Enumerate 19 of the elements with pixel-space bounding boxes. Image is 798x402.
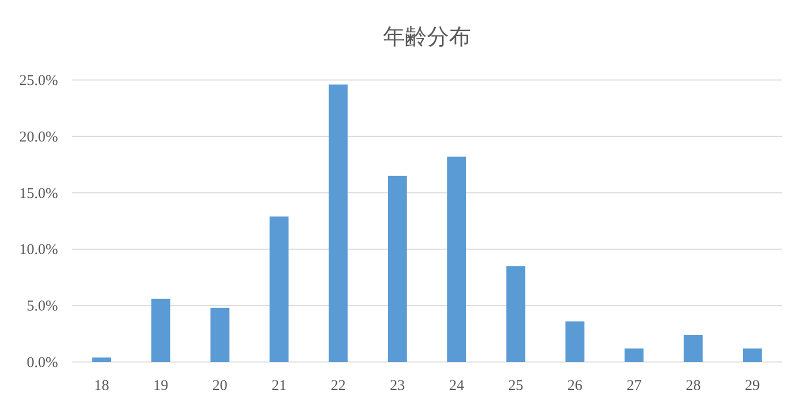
x-tick-label: 26 (567, 378, 583, 394)
y-tick-label: 15.0% (19, 186, 58, 202)
y-tick-label: 0.0% (26, 355, 58, 371)
x-tick-label: 27 (626, 378, 642, 394)
x-tick-label: 28 (686, 378, 701, 394)
x-tick-label: 24 (449, 378, 465, 394)
x-tick-label: 29 (744, 378, 760, 394)
chart-title: 年齢分布 (383, 24, 471, 49)
x-tick-label: 22 (330, 378, 346, 394)
y-tick-label: 10.0% (19, 242, 58, 258)
y-tick-label: 25.0% (19, 73, 58, 89)
x-tick-label: 20 (212, 378, 228, 394)
y-tick-label: 20.0% (19, 129, 58, 146)
x-tick-label: 25 (508, 378, 524, 394)
x-tick-label: 18 (94, 378, 110, 394)
x-tick-label: 21 (272, 378, 287, 394)
y-tick-label: 5.0% (26, 298, 58, 315)
x-tick-label: 23 (390, 378, 405, 394)
x-tick-label: 19 (153, 378, 168, 394)
